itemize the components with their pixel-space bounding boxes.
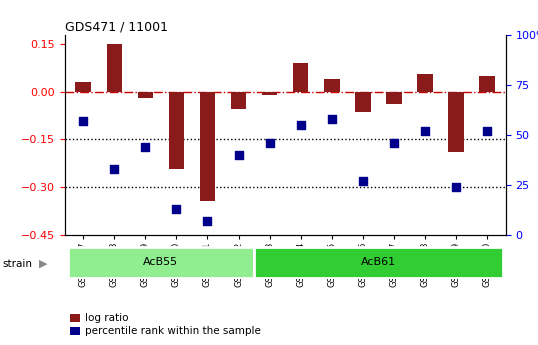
Point — [296, 122, 305, 127]
Point — [203, 218, 212, 223]
Bar — [168, 92, 184, 169]
Bar — [386, 92, 402, 105]
Text: AcB61: AcB61 — [361, 257, 396, 266]
Point — [328, 116, 336, 121]
Bar — [68, 247, 254, 278]
Point — [265, 140, 274, 145]
Legend: log ratio, percentile rank within the sample: log ratio, percentile rank within the sa… — [70, 313, 261, 336]
Bar — [254, 247, 502, 278]
Point — [358, 178, 367, 183]
Bar — [324, 79, 339, 92]
Bar — [355, 92, 371, 112]
Text: GDS471 / 11001: GDS471 / 11001 — [65, 20, 167, 33]
Bar — [417, 74, 433, 92]
Bar — [200, 92, 215, 201]
Point — [390, 140, 398, 145]
Text: strain: strain — [3, 259, 33, 269]
Point — [172, 206, 181, 211]
Bar — [107, 44, 122, 92]
Bar — [293, 63, 308, 92]
Point — [483, 128, 491, 133]
Bar — [75, 82, 91, 92]
Text: AcB55: AcB55 — [143, 257, 179, 266]
Point — [110, 166, 118, 171]
Bar — [231, 92, 246, 109]
Point — [421, 128, 429, 133]
Point — [452, 184, 461, 189]
Bar — [138, 92, 153, 98]
Point — [141, 144, 150, 149]
Text: ▶: ▶ — [39, 259, 47, 269]
Bar — [262, 92, 278, 95]
Bar — [479, 76, 495, 92]
Bar — [448, 92, 464, 152]
Point — [79, 118, 88, 123]
Point — [234, 152, 243, 157]
